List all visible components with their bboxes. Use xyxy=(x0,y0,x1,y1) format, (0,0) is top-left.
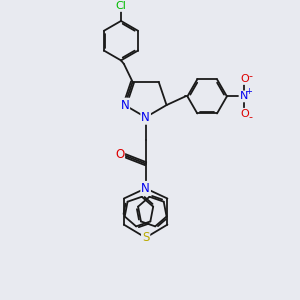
Text: N: N xyxy=(141,182,150,195)
Text: S: S xyxy=(142,231,149,244)
Text: O: O xyxy=(240,74,249,84)
Text: N: N xyxy=(120,99,129,112)
Text: O: O xyxy=(115,148,124,160)
Text: Cl: Cl xyxy=(116,1,126,11)
Text: -: - xyxy=(248,112,252,122)
Text: N: N xyxy=(240,92,248,101)
Text: N: N xyxy=(141,111,150,124)
Text: +: + xyxy=(245,87,252,96)
Text: O: O xyxy=(240,109,249,119)
Text: -: - xyxy=(248,71,252,81)
